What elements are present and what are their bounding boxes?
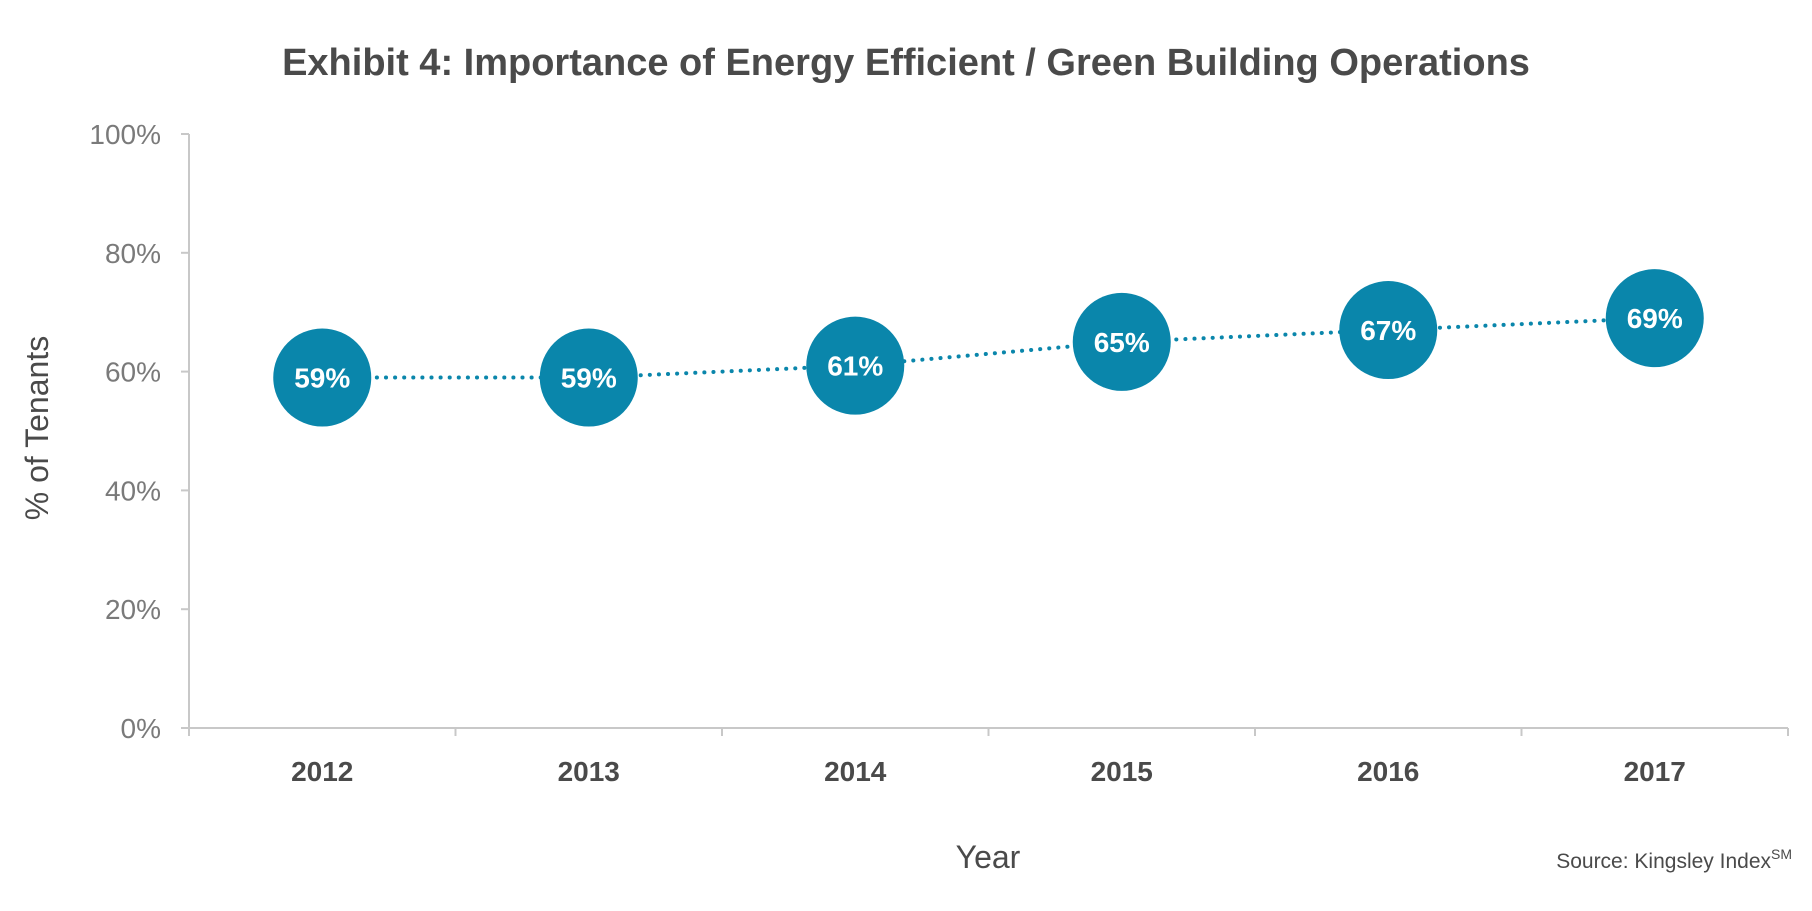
data-point-marker: [539, 328, 638, 427]
y-tick-label: 20%: [105, 594, 161, 625]
data-point-marker: [806, 316, 905, 415]
data-point-label: 65%: [1094, 327, 1150, 358]
chart-title: Exhibit 4: Importance of Energy Efficien…: [282, 42, 1530, 84]
data-point-label: 61%: [827, 351, 883, 382]
data-point-label: 69%: [1627, 303, 1683, 334]
data-point-marker: [1339, 281, 1438, 380]
y-tick-label: 0%: [121, 713, 161, 744]
data-point-label: 67%: [1360, 315, 1416, 346]
x-axis-ticks: 2012 2013 2014 2015 2016 2017: [188, 728, 1789, 787]
x-tick-label: 2015: [1091, 756, 1153, 787]
data-point-label: 59%: [294, 363, 350, 394]
source-note: Source: Kingsley IndexSM: [1556, 846, 1792, 873]
series-line: [320, 316, 1657, 380]
x-axis-label: Year: [956, 839, 1021, 875]
y-axis-label: % of Tenants: [19, 336, 55, 520]
y-tick-label: 60%: [105, 357, 161, 388]
y-axis-ticks: 0% 20% 40% 60% 80% 100%: [89, 119, 189, 744]
x-tick-label: 2012: [291, 756, 353, 787]
data-point-marker: [273, 328, 372, 427]
y-tick-label: 40%: [105, 475, 161, 506]
source-text: Source: Kingsley Index: [1556, 850, 1771, 873]
data-point-marker: [1605, 269, 1704, 368]
x-tick-label: 2013: [558, 756, 620, 787]
source-superscript: SM: [1771, 846, 1792, 862]
data-point-label: 59%: [561, 363, 617, 394]
x-tick-label: 2016: [1357, 756, 1419, 787]
x-tick-label: 2014: [824, 756, 887, 787]
data-point-marker: [1072, 292, 1171, 391]
y-tick-label: 100%: [89, 119, 161, 150]
y-tick-label: 80%: [105, 238, 161, 269]
x-tick-label: 2017: [1624, 756, 1686, 787]
series-line-group: [320, 316, 1657, 380]
series-points-group: 59% 59% 61% 65% 67% 69%: [273, 269, 1704, 427]
